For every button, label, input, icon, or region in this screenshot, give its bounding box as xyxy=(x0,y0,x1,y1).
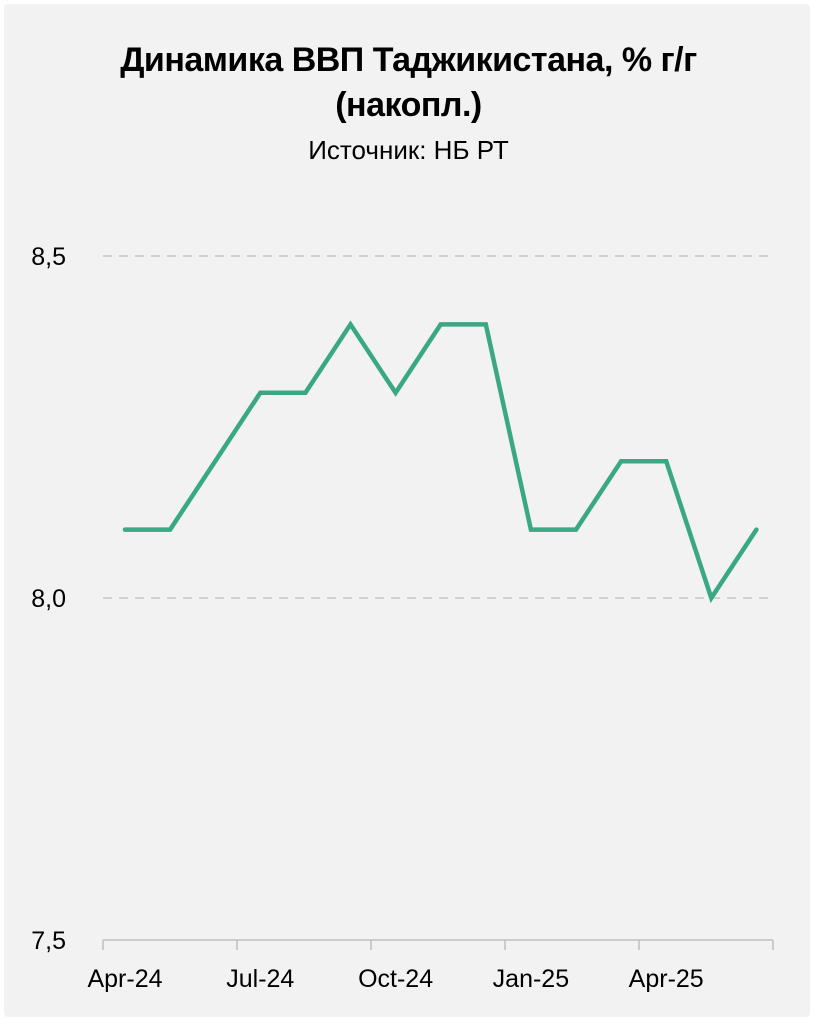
y-axis-labels: 8,5 8,0 7,5 xyxy=(31,243,66,955)
x-tick-label: Apr-25 xyxy=(629,965,704,993)
y-tick-label: 8,0 xyxy=(31,585,66,613)
y-tick-label: 7,5 xyxy=(31,927,66,955)
x-axis-ticks xyxy=(102,940,774,950)
series-line xyxy=(122,320,759,604)
x-axis-labels: Apr-24 Jul-24 Oct-24 Jan-25 Apr-25 xyxy=(87,965,703,993)
chart-title: Динамика ВВП Таджикистана, % г/г (накопл.… xyxy=(120,41,697,124)
series-group xyxy=(122,320,759,604)
x-tick-label: Apr-24 xyxy=(87,965,162,993)
y-tick-label: 8,5 xyxy=(31,243,66,271)
x-tick-label: Jul-24 xyxy=(226,965,294,993)
gridlines xyxy=(103,255,773,599)
x-tick-label: Jan-25 xyxy=(493,965,569,993)
chart-subtitle: Источник: НБ РТ xyxy=(308,135,509,165)
chart-background xyxy=(4,4,810,1017)
x-tick-label: Oct-24 xyxy=(358,965,433,993)
